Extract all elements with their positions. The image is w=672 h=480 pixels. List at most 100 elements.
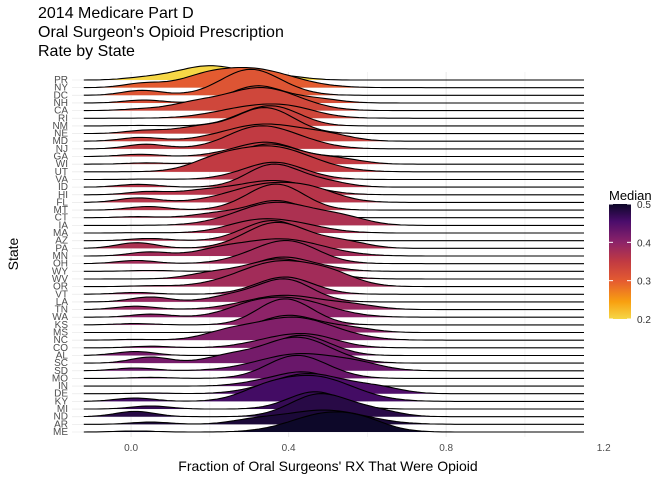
ridge-outline-tn — [83, 294, 584, 311]
y-tick-label: WY — [52, 266, 68, 277]
y-tick-label: ND — [54, 412, 68, 423]
y-tick-label: MN — [52, 251, 68, 262]
ridge-outline-co — [83, 332, 584, 349]
y-tick-label: OR — [53, 282, 68, 293]
ridge-outline-pr — [83, 65, 584, 81]
y-tick-label: CT — [55, 213, 68, 224]
ridge-fill-sc — [83, 337, 585, 364]
y-tick-label: VA — [55, 174, 68, 185]
chart-title: 2014 Medicare Part D Oral Surgeon's Opio… — [38, 4, 284, 61]
y-tick-label: DE — [54, 389, 68, 400]
y-tick-label: WI — [56, 159, 68, 170]
y-tick-label: MA — [53, 228, 68, 239]
ridge-outline-wi — [83, 143, 584, 165]
ridge-outline-oh — [83, 240, 584, 265]
x-tick-label: 0.0 — [124, 443, 138, 454]
legend-tick-label: 0.2 — [637, 315, 651, 326]
ridge-outline-de — [83, 373, 584, 395]
legend-tick-label: 0.4 — [637, 238, 651, 249]
y-tick-label: AR — [54, 419, 68, 430]
ridge-fill-nc — [83, 317, 585, 341]
ridge-outline-me — [83, 411, 584, 433]
ridge-outline-pa — [83, 221, 584, 249]
y-tick-label: NJ — [56, 144, 68, 155]
y-tick-label: MT — [54, 205, 68, 216]
y-tick-label: KS — [55, 320, 69, 331]
chart-title-line-2: Oral Surgeon's Opioid Prescription — [38, 24, 284, 41]
ridge-outline-nj — [83, 125, 584, 150]
y-tick-label: AZ — [55, 236, 68, 247]
y-axis-title: State — [5, 237, 21, 270]
ridge-fill-mn — [83, 238, 585, 256]
ridge-outline-mt — [83, 183, 584, 211]
ridge-outline-or — [83, 260, 584, 288]
y-tick-label: VT — [55, 289, 68, 300]
ridge-fill-co — [83, 333, 585, 348]
ridge-fill-sd — [83, 353, 585, 371]
y-tick-label: ID — [58, 182, 68, 193]
chart-title-line-1: 2014 Medicare Part D — [38, 5, 194, 22]
ridge-outline-id — [83, 163, 584, 188]
y-tick-label: RI — [58, 113, 68, 124]
y-tick-label: DC — [54, 90, 68, 101]
y-tick-label: IA — [59, 220, 69, 231]
ridge-outline-mn — [83, 238, 584, 257]
ridge-fill-me — [83, 411, 585, 432]
y-tick-label: AL — [56, 350, 69, 361]
ridge-outline-ca — [83, 86, 584, 112]
ridge-outline-ri — [83, 103, 584, 119]
ridge-fill-ne — [83, 107, 585, 134]
ridge-fill-wy — [83, 257, 585, 272]
ridge-outline-ar — [83, 409, 584, 425]
legend-tick-label: 0.3 — [637, 277, 651, 288]
ridge-outline-ky — [83, 374, 584, 402]
ridge-outline-md — [83, 123, 584, 142]
ridge-outline-nc — [83, 316, 584, 341]
y-tick-label: NE — [54, 129, 68, 140]
ridge-outline-wa — [83, 296, 584, 318]
x-tick-label: 0.4 — [282, 443, 296, 454]
y-tick-label: SD — [54, 366, 68, 377]
ridge-outline-hi — [83, 179, 584, 196]
y-tick-label: OH — [53, 259, 68, 270]
y-tick-label: UT — [55, 167, 68, 178]
ridge-outline-dc — [83, 68, 584, 96]
y-tick-label: PR — [54, 75, 68, 86]
x-tick-labels: 0.0 0.4 0.8 1.2 — [124, 443, 611, 454]
ridge-fill-ri — [83, 104, 585, 119]
ridge-outline-ne — [83, 107, 584, 135]
y-tick-label: WV — [52, 274, 68, 285]
ridge-outline-vt — [83, 276, 584, 295]
ridge-fill-pa — [83, 222, 585, 249]
ridge-fill-wi — [83, 144, 585, 165]
ridge-outline-sd — [83, 353, 584, 372]
y-tick-label: NC — [54, 335, 68, 346]
ridge-outline-sc — [83, 336, 584, 364]
color-legend: Median 0.2 0.3 0.4 0.5 — [609, 188, 652, 326]
ridge-fill-tn — [83, 295, 585, 310]
ridge-outline-va — [83, 161, 584, 181]
ridge-fill-ky — [83, 375, 585, 402]
ridge-outline-ny — [83, 66, 584, 89]
y-tick-label: LA — [56, 297, 69, 308]
ridges — [83, 65, 585, 433]
ridge-fill-ut — [83, 145, 585, 172]
y-tick-label: FL — [56, 197, 68, 208]
ridge-fill-nd — [83, 393, 585, 417]
y-tick-label: IN — [58, 381, 68, 392]
legend-title: Median — [609, 188, 652, 203]
ridge-outline-wy — [83, 256, 584, 272]
y-tick-label: NM — [52, 121, 68, 132]
ridge-outline-ga — [83, 141, 584, 158]
y-tick-label: MD — [52, 136, 68, 147]
ridge-outline-ma — [83, 218, 584, 234]
y-tick-label: GA — [54, 152, 69, 163]
ridge-fill-ga — [83, 142, 585, 157]
ridge-fill-hi — [83, 180, 585, 195]
legend-tick-label: 0.5 — [637, 200, 651, 211]
ridge-outline-nd — [83, 393, 584, 418]
ridge-outline-ia — [83, 201, 584, 226]
ridge-fill-ny — [83, 67, 585, 88]
ridge-fill-ma — [83, 218, 585, 234]
y-tick-label: MS — [53, 328, 68, 339]
